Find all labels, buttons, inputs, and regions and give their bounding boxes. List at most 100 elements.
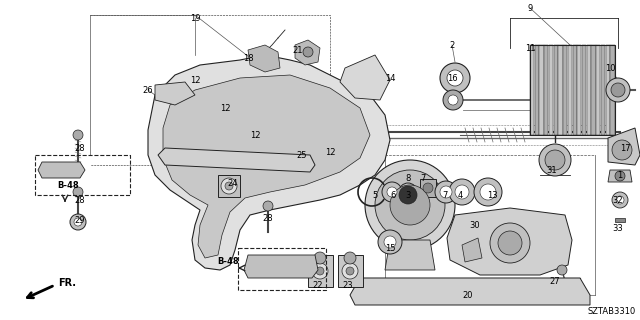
Circle shape	[314, 252, 326, 264]
Polygon shape	[158, 148, 315, 172]
Circle shape	[378, 230, 402, 254]
Circle shape	[612, 140, 632, 160]
Circle shape	[346, 267, 354, 275]
Polygon shape	[462, 238, 482, 262]
Bar	[530, 45, 615, 135]
Circle shape	[263, 201, 273, 211]
Bar	[601, 45, 605, 135]
Bar	[540, 45, 543, 135]
Circle shape	[399, 186, 417, 204]
Circle shape	[443, 90, 463, 110]
Bar	[605, 45, 610, 135]
Text: 4: 4	[458, 190, 463, 199]
Text: 1: 1	[618, 171, 623, 180]
Text: 3: 3	[405, 190, 411, 199]
Circle shape	[316, 267, 324, 275]
Bar	[238, 248, 326, 290]
Text: 32: 32	[612, 196, 623, 204]
Text: 11: 11	[525, 44, 535, 52]
Text: 28: 28	[75, 143, 85, 153]
Bar	[596, 45, 600, 135]
Circle shape	[455, 185, 469, 199]
Text: SZTAB3310: SZTAB3310	[588, 307, 636, 316]
Circle shape	[375, 170, 445, 240]
Text: 12: 12	[324, 148, 335, 156]
Bar	[573, 45, 577, 135]
Text: 10: 10	[605, 63, 615, 73]
Text: B-48: B-48	[217, 258, 239, 267]
Text: 12: 12	[250, 131, 260, 140]
Circle shape	[474, 178, 502, 206]
Text: 25: 25	[297, 150, 307, 159]
Circle shape	[612, 192, 628, 208]
Bar	[577, 45, 582, 135]
Bar	[535, 45, 539, 135]
Text: 30: 30	[470, 220, 480, 229]
Text: 8: 8	[405, 173, 411, 182]
Polygon shape	[155, 82, 195, 105]
Polygon shape	[248, 45, 280, 72]
Circle shape	[435, 181, 457, 203]
Circle shape	[449, 179, 475, 205]
Circle shape	[539, 144, 571, 176]
Circle shape	[545, 150, 565, 170]
Circle shape	[440, 186, 452, 198]
Circle shape	[387, 187, 397, 197]
Bar	[587, 45, 591, 135]
Text: 17: 17	[620, 143, 630, 153]
Bar	[420, 179, 436, 197]
Polygon shape	[608, 170, 632, 182]
Bar	[549, 45, 553, 135]
Circle shape	[312, 263, 328, 279]
Text: 28: 28	[262, 213, 273, 222]
Circle shape	[73, 187, 83, 197]
Text: 19: 19	[189, 13, 200, 22]
Circle shape	[498, 231, 522, 255]
Text: 21: 21	[292, 45, 303, 54]
Text: 7: 7	[442, 190, 448, 199]
Circle shape	[611, 83, 625, 97]
Text: 20: 20	[463, 291, 473, 300]
Circle shape	[382, 182, 402, 202]
Text: 2: 2	[449, 41, 454, 50]
Circle shape	[557, 265, 567, 275]
Circle shape	[225, 182, 233, 190]
Polygon shape	[148, 55, 390, 270]
Circle shape	[73, 130, 83, 140]
Text: 28: 28	[75, 196, 85, 204]
Text: FR.: FR.	[58, 278, 76, 288]
Text: 24: 24	[228, 179, 238, 188]
Circle shape	[480, 184, 496, 200]
Circle shape	[221, 178, 237, 194]
Text: 18: 18	[243, 53, 253, 62]
Polygon shape	[447, 208, 572, 275]
Circle shape	[490, 223, 530, 263]
Circle shape	[384, 236, 396, 248]
Polygon shape	[295, 40, 320, 65]
Text: 22: 22	[313, 281, 323, 290]
Bar	[338, 255, 363, 287]
Text: 13: 13	[486, 190, 497, 199]
Text: 26: 26	[143, 85, 154, 94]
Polygon shape	[608, 128, 640, 165]
Circle shape	[447, 70, 463, 86]
Text: 23: 23	[342, 281, 353, 290]
Bar	[35, 155, 130, 195]
Text: 33: 33	[612, 223, 623, 233]
Bar	[591, 45, 596, 135]
Bar	[582, 45, 586, 135]
Polygon shape	[244, 255, 318, 278]
Bar	[611, 45, 614, 135]
Circle shape	[615, 171, 625, 181]
Circle shape	[303, 47, 313, 57]
Bar	[544, 45, 548, 135]
Circle shape	[448, 95, 458, 105]
Circle shape	[423, 183, 433, 193]
Circle shape	[344, 252, 356, 264]
Bar	[558, 45, 563, 135]
Bar	[563, 45, 567, 135]
Text: 15: 15	[385, 244, 396, 252]
Circle shape	[399, 183, 417, 201]
Text: 6: 6	[390, 190, 396, 199]
Polygon shape	[350, 278, 590, 305]
